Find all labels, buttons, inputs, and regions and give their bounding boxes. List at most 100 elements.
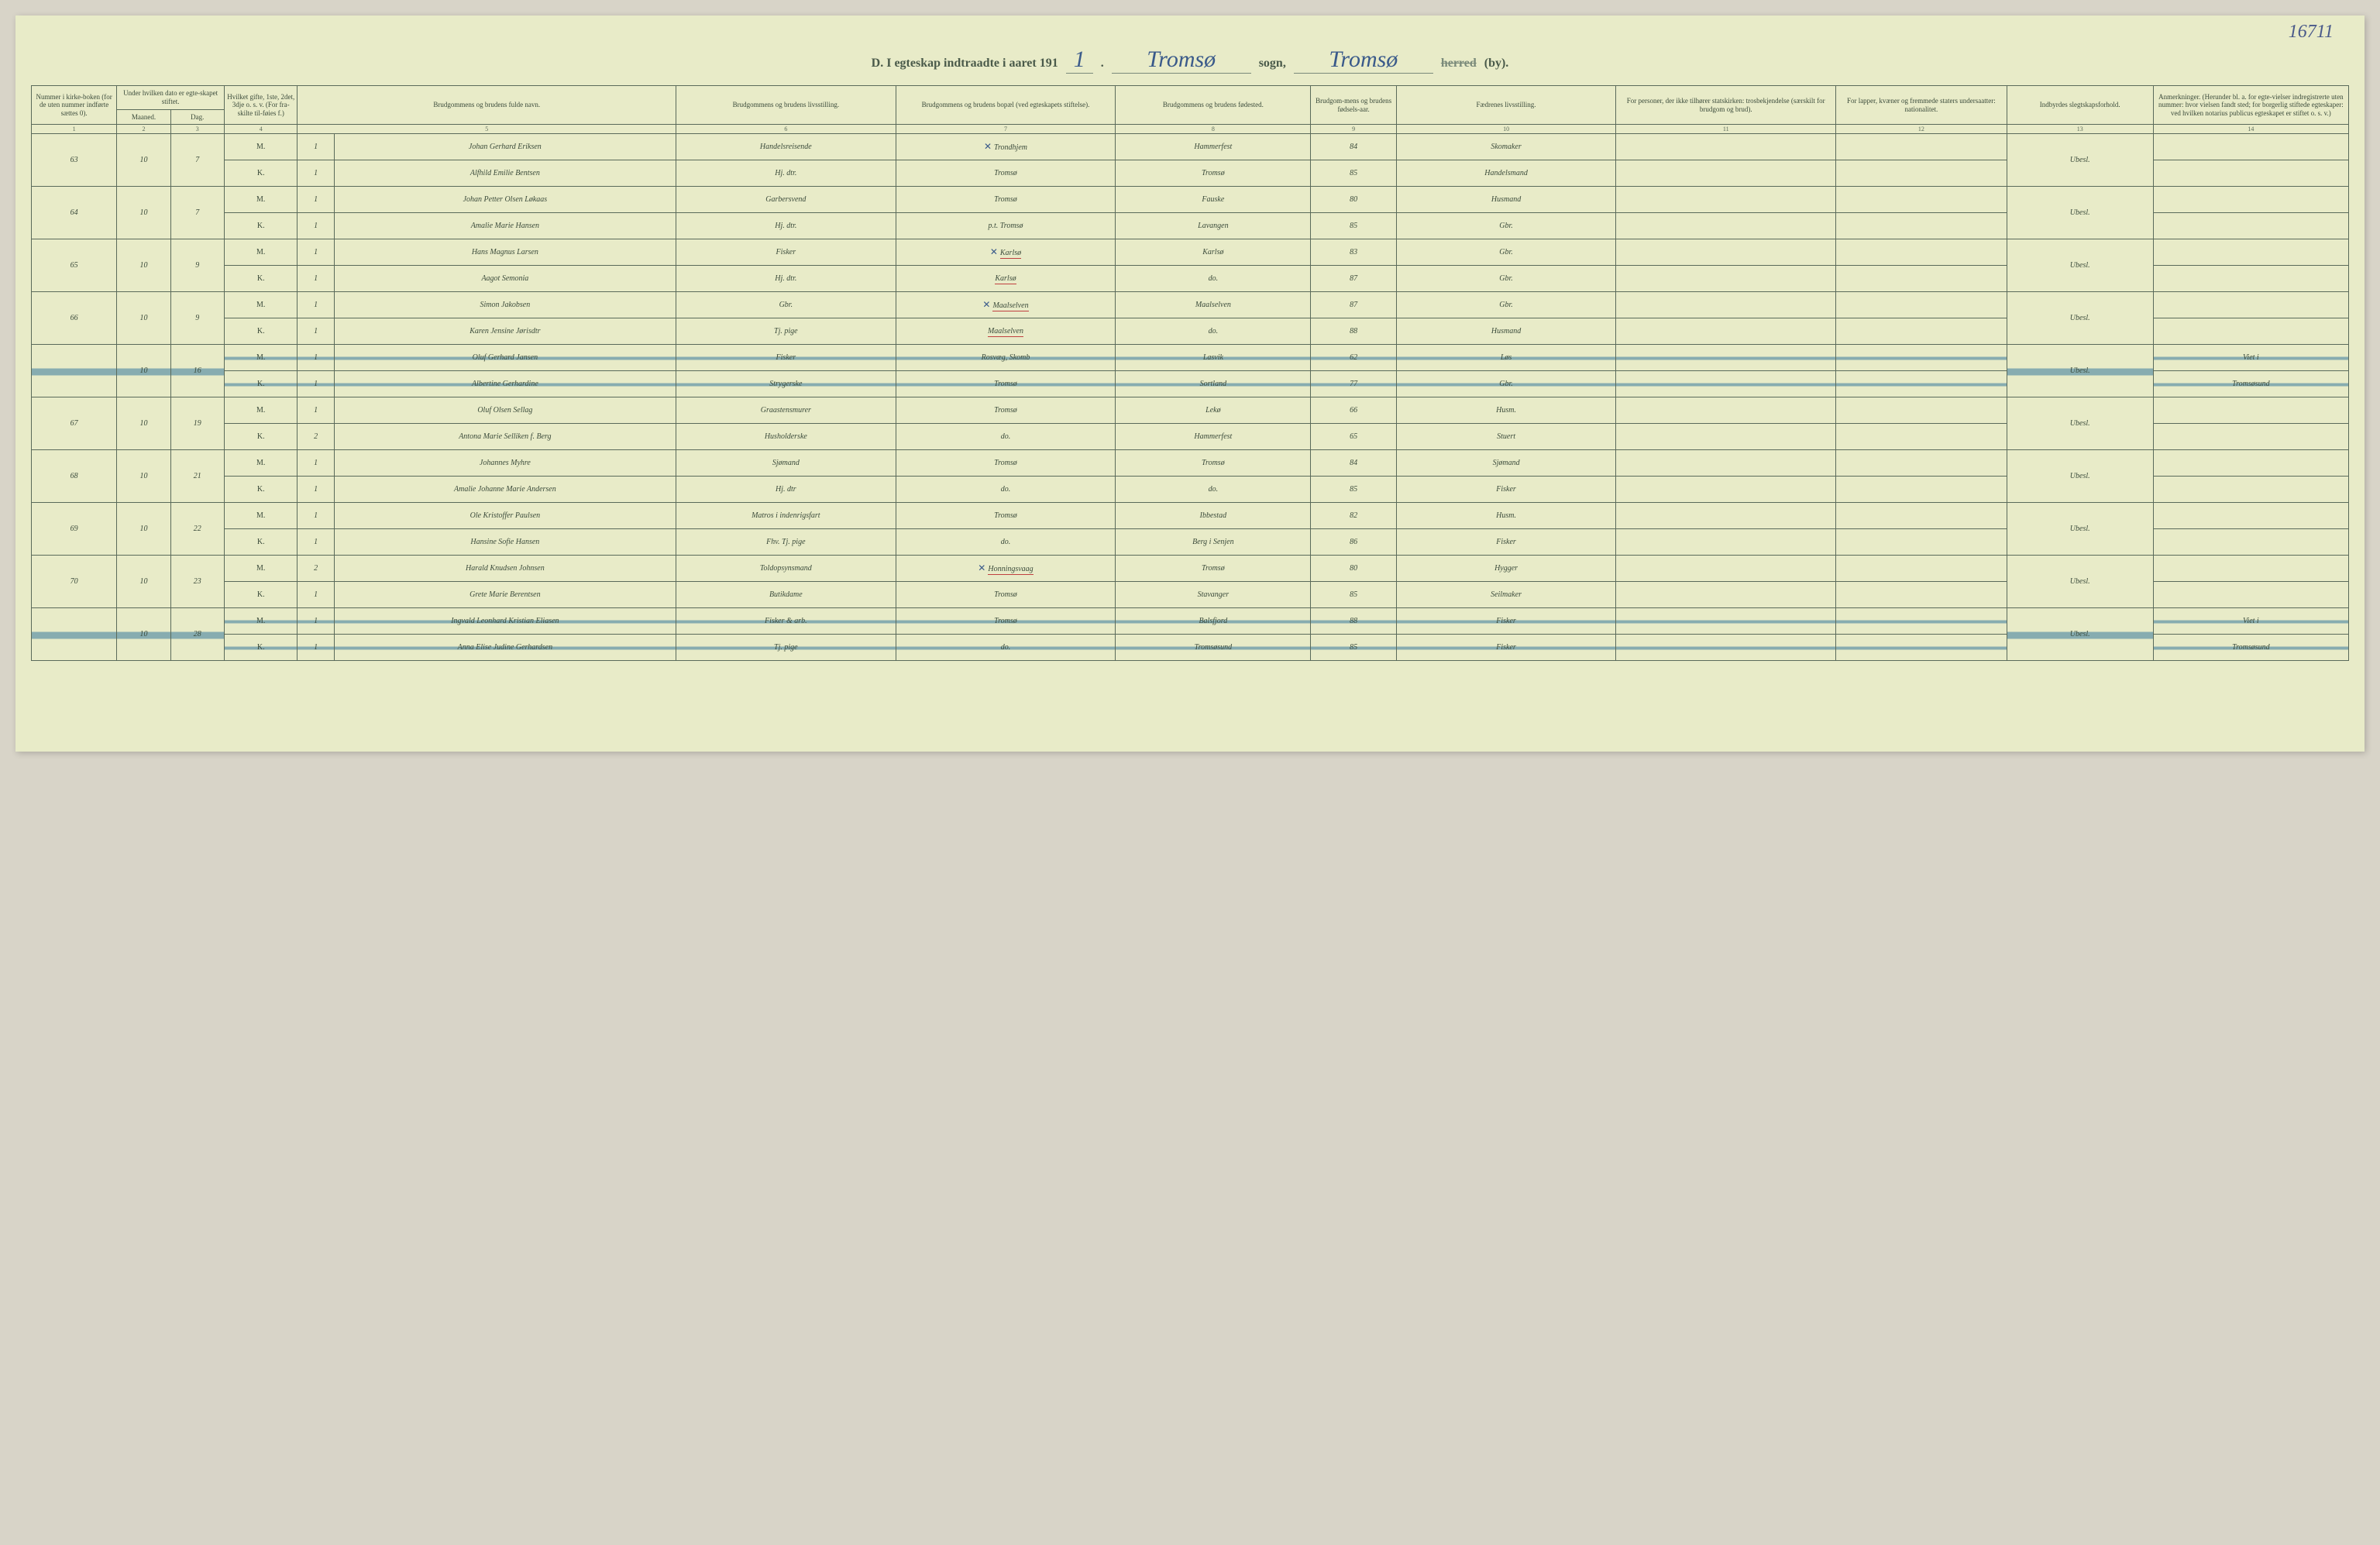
bride-father-occ: Gbr. — [1396, 371, 1616, 397]
groom-gifte: 1 — [298, 239, 334, 266]
groom-gifte: 1 — [298, 187, 334, 213]
entry-row-bride: K.1Amalie Johanne Marie AndersenHj. dtrd… — [32, 477, 2349, 503]
entry-row-bride: K.1Hansine Sofie HansenFhv. Tj. pigedo.B… — [32, 529, 2349, 556]
bride-nationality — [1836, 160, 2007, 187]
entry-month: 10 — [117, 292, 170, 345]
groom-faith — [1616, 134, 1836, 160]
entry-month: 10 — [117, 608, 170, 661]
header-col8: Brudgommens og brudens fødested. — [1116, 86, 1311, 125]
groom-birthplace: Ibbestad — [1116, 503, 1311, 529]
bride-name: Alfhild Emilie Bentsen — [334, 160, 676, 187]
bride-father-occ: Gbr. — [1396, 266, 1616, 292]
entry-month: 10 — [117, 450, 170, 503]
groom-occupation: Sjømand — [676, 450, 896, 477]
entry-day: 7 — [170, 187, 224, 239]
groom-name: Simon Jakobsen — [334, 292, 676, 318]
entry-row-bride: K.1Alfhild Emilie BentsenHj. dtr.TromsøT… — [32, 160, 2349, 187]
bride-faith — [1616, 371, 1836, 397]
entry-month: 10 — [117, 345, 170, 397]
bride-marker: K. — [224, 371, 298, 397]
bride-birthplace: Berg i Senjen — [1116, 529, 1311, 556]
bride-birthyear: 85 — [1311, 635, 1396, 661]
header-col5: Brudgommens og brudens fulde navn. — [298, 86, 676, 125]
entry-kinship: Ubesl. — [2007, 134, 2153, 187]
entry-row-groom: 691022M.1Ole Kristoffer PaulsenMatros i … — [32, 503, 2349, 529]
groom-marker: M. — [224, 345, 298, 371]
groom-gifte: 1 — [298, 345, 334, 371]
entry-row-bride: K.1Grete Marie BerentsenButikdameTromsøS… — [32, 582, 2349, 608]
colnum: 6 — [676, 125, 896, 134]
groom-residence: Maalselven — [896, 292, 1116, 318]
bride-residence: do. — [896, 529, 1116, 556]
groom-birthyear: 62 — [1311, 345, 1396, 371]
bride-nationality — [1836, 266, 2007, 292]
bride-occupation: Tj. pige — [676, 318, 896, 345]
bride-birthplace: Lavangen — [1116, 213, 1311, 239]
bride-gifte: 1 — [298, 160, 334, 187]
bride-name: Antona Marie Selliken f. Berg — [334, 424, 676, 450]
groom-birthplace: Lasvik — [1116, 345, 1311, 371]
groom-name: Harald Knudsen Johnsen — [334, 556, 676, 582]
groom-birthyear: 83 — [1311, 239, 1396, 266]
bride-name: Grete Marie Berentsen — [334, 582, 676, 608]
groom-marker: M. — [224, 239, 298, 266]
by-label: (by). — [1484, 57, 1509, 71]
colnum: 1 — [32, 125, 117, 134]
entry-note-bride — [2153, 424, 2348, 450]
bride-name: Amalie Marie Hansen — [334, 213, 676, 239]
groom-residence: Karlsø — [896, 239, 1116, 266]
entry-note-bride — [2153, 213, 2348, 239]
groom-birthyear: 66 — [1311, 397, 1396, 424]
bride-occupation: Fhv. Tj. pige — [676, 529, 896, 556]
entry-day: 16 — [170, 345, 224, 397]
bride-nationality — [1836, 529, 2007, 556]
groom-nationality — [1836, 556, 2007, 582]
groom-marker: M. — [224, 397, 298, 424]
bride-birthplace: Tromsø — [1116, 160, 1311, 187]
bride-father-occ: Fisker — [1396, 477, 1616, 503]
bride-gifte: 1 — [298, 371, 334, 397]
bride-gifte: 1 — [298, 266, 334, 292]
header-col1: Nummer i kirke-boken (for de uten nummer… — [32, 86, 117, 125]
groom-nationality — [1836, 239, 2007, 266]
bride-residence: Tromsø — [896, 160, 1116, 187]
groom-name: Johannes Myhre — [334, 450, 676, 477]
bride-birthplace: Stavanger — [1116, 582, 1311, 608]
entry-row-bride: K.1Amalie Marie HansenHj. dtr.p.t. Troms… — [32, 213, 2349, 239]
bride-occupation: Hj. dtr. — [676, 266, 896, 292]
entry-kinship: Ubesl. — [2007, 187, 2153, 239]
colnum: 4 — [224, 125, 298, 134]
bride-residence: do. — [896, 477, 1116, 503]
header-col12: For lapper, kvæner og fremmede staters u… — [1836, 86, 2007, 125]
groom-faith — [1616, 556, 1836, 582]
bride-occupation: Hj. dtr. — [676, 160, 896, 187]
groom-gifte: 1 — [298, 292, 334, 318]
entry-kinship: Ubesl. — [2007, 556, 2153, 608]
groom-birthyear: 87 — [1311, 292, 1396, 318]
entry-note-bride: Tromsøsund — [2153, 635, 2348, 661]
entry-row-bride: K.2Antona Marie Selliken f. BergHusholde… — [32, 424, 2349, 450]
sogn-label: sogn, — [1259, 57, 1286, 71]
groom-occupation: Garbersvend — [676, 187, 896, 213]
entry-note-groom — [2153, 397, 2348, 424]
groom-gifte: 1 — [298, 134, 334, 160]
groom-faith — [1616, 187, 1836, 213]
groom-residence: Honningsvaag — [896, 556, 1116, 582]
groom-residence: Rosvæg, Skomb — [896, 345, 1116, 371]
groom-occupation: Fisker & arb. — [676, 608, 896, 635]
entry-number: 68 — [32, 450, 117, 503]
bride-nationality — [1836, 582, 2007, 608]
colnum: 3 — [170, 125, 224, 134]
groom-birthplace: Fauske — [1116, 187, 1311, 213]
groom-father-occ: Husm. — [1396, 503, 1616, 529]
groom-name: Oluf Olsen Sellag — [334, 397, 676, 424]
bride-name: Albertine Gerhardine — [334, 371, 676, 397]
title-period: . — [1101, 57, 1104, 71]
groom-marker: M. — [224, 503, 298, 529]
entry-day: 22 — [170, 503, 224, 556]
bride-name: Hansine Sofie Hansen — [334, 529, 676, 556]
bride-marker: K. — [224, 266, 298, 292]
bride-nationality — [1836, 477, 2007, 503]
groom-nationality — [1836, 397, 2007, 424]
bride-birthyear: 87 — [1311, 266, 1396, 292]
